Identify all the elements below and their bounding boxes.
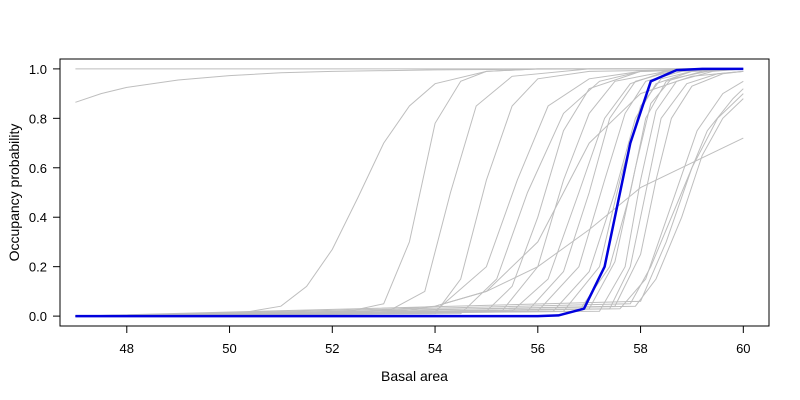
sample-curve-22 [75, 80, 744, 317]
sample-curve-15 [75, 68, 744, 317]
y-axis: 0.0 0.2 0.4 0.6 0.8 1.0 [29, 62, 61, 324]
sample-curve-25 [75, 93, 744, 317]
x-tick-label-56: 56 [531, 341, 545, 356]
y-axis-title: Occupancy probability [6, 124, 22, 262]
sample-curve-18 [75, 68, 744, 317]
sample-curves [75, 68, 744, 317]
y-tick-label-1: 0.2 [29, 260, 47, 275]
plot-frame [59, 58, 770, 327]
mean-curve-group [75, 67, 744, 318]
y-tick-label-0: 0.0 [29, 309, 47, 324]
sample-curve-26 [75, 70, 744, 317]
y-tick-label-2: 0.4 [29, 210, 47, 225]
sample-curve-21 [75, 70, 744, 317]
x-tick-label-54: 54 [428, 341, 442, 356]
x-tick-label-58: 58 [633, 341, 647, 356]
x-axis-title: Basal area [381, 368, 448, 384]
sample-curve-8 [75, 137, 744, 317]
sample-curve-24 [75, 98, 744, 317]
x-tick-label-60: 60 [736, 341, 750, 356]
mean-curve [75, 67, 744, 318]
x-axis: 48 50 52 54 56 58 60 [120, 325, 751, 356]
y-tick-label-5: 1.0 [29, 62, 47, 77]
y-tick-label-3: 0.6 [29, 161, 47, 176]
sample-curve-23 [75, 88, 744, 317]
x-tick-label-48: 48 [120, 341, 134, 356]
sample-curve-19 [75, 68, 744, 317]
x-tick-label-52: 52 [325, 341, 339, 356]
sample-curve-11 [75, 68, 744, 317]
x-tick-label-50: 50 [222, 341, 236, 356]
y-tick-label-4: 0.8 [29, 111, 47, 126]
